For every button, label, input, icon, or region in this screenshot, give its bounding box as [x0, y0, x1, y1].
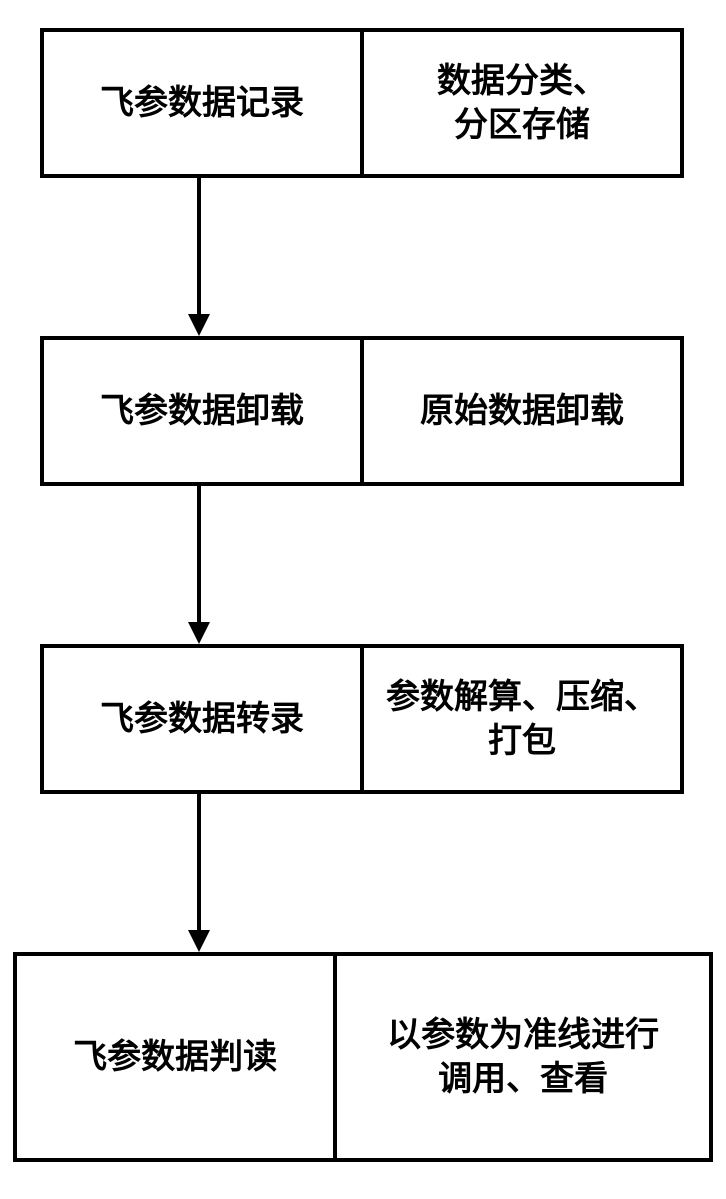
step-3: 飞参数据转录 参数解算、压缩、 打包: [40, 644, 684, 794]
arrow-1-head: [188, 314, 210, 336]
step-4-right: 以参数为准线进行 调用、查看: [337, 956, 709, 1158]
step-3-left: 飞参数据转录: [44, 648, 364, 790]
step-1-right: 数据分类、 分区存储: [364, 32, 680, 174]
step-3-right: 参数解算、压缩、 打包: [364, 648, 680, 790]
arrow-2-line: [197, 486, 201, 624]
arrow-3-head: [188, 930, 210, 952]
step-1-left: 飞参数据记录: [44, 32, 364, 174]
arrow-3-line: [197, 794, 201, 932]
step-2-left: 飞参数据卸载: [44, 340, 364, 482]
step-2-right: 原始数据卸载: [364, 340, 680, 482]
step-1: 飞参数据记录 数据分类、 分区存储: [40, 28, 684, 178]
step-4-left: 飞参数据判读: [17, 956, 337, 1158]
step-4: 飞参数据判读 以参数为准线进行 调用、查看: [13, 952, 713, 1162]
arrow-1-line: [197, 178, 201, 316]
step-2: 飞参数据卸载 原始数据卸载: [40, 336, 684, 486]
arrow-2-head: [188, 622, 210, 644]
